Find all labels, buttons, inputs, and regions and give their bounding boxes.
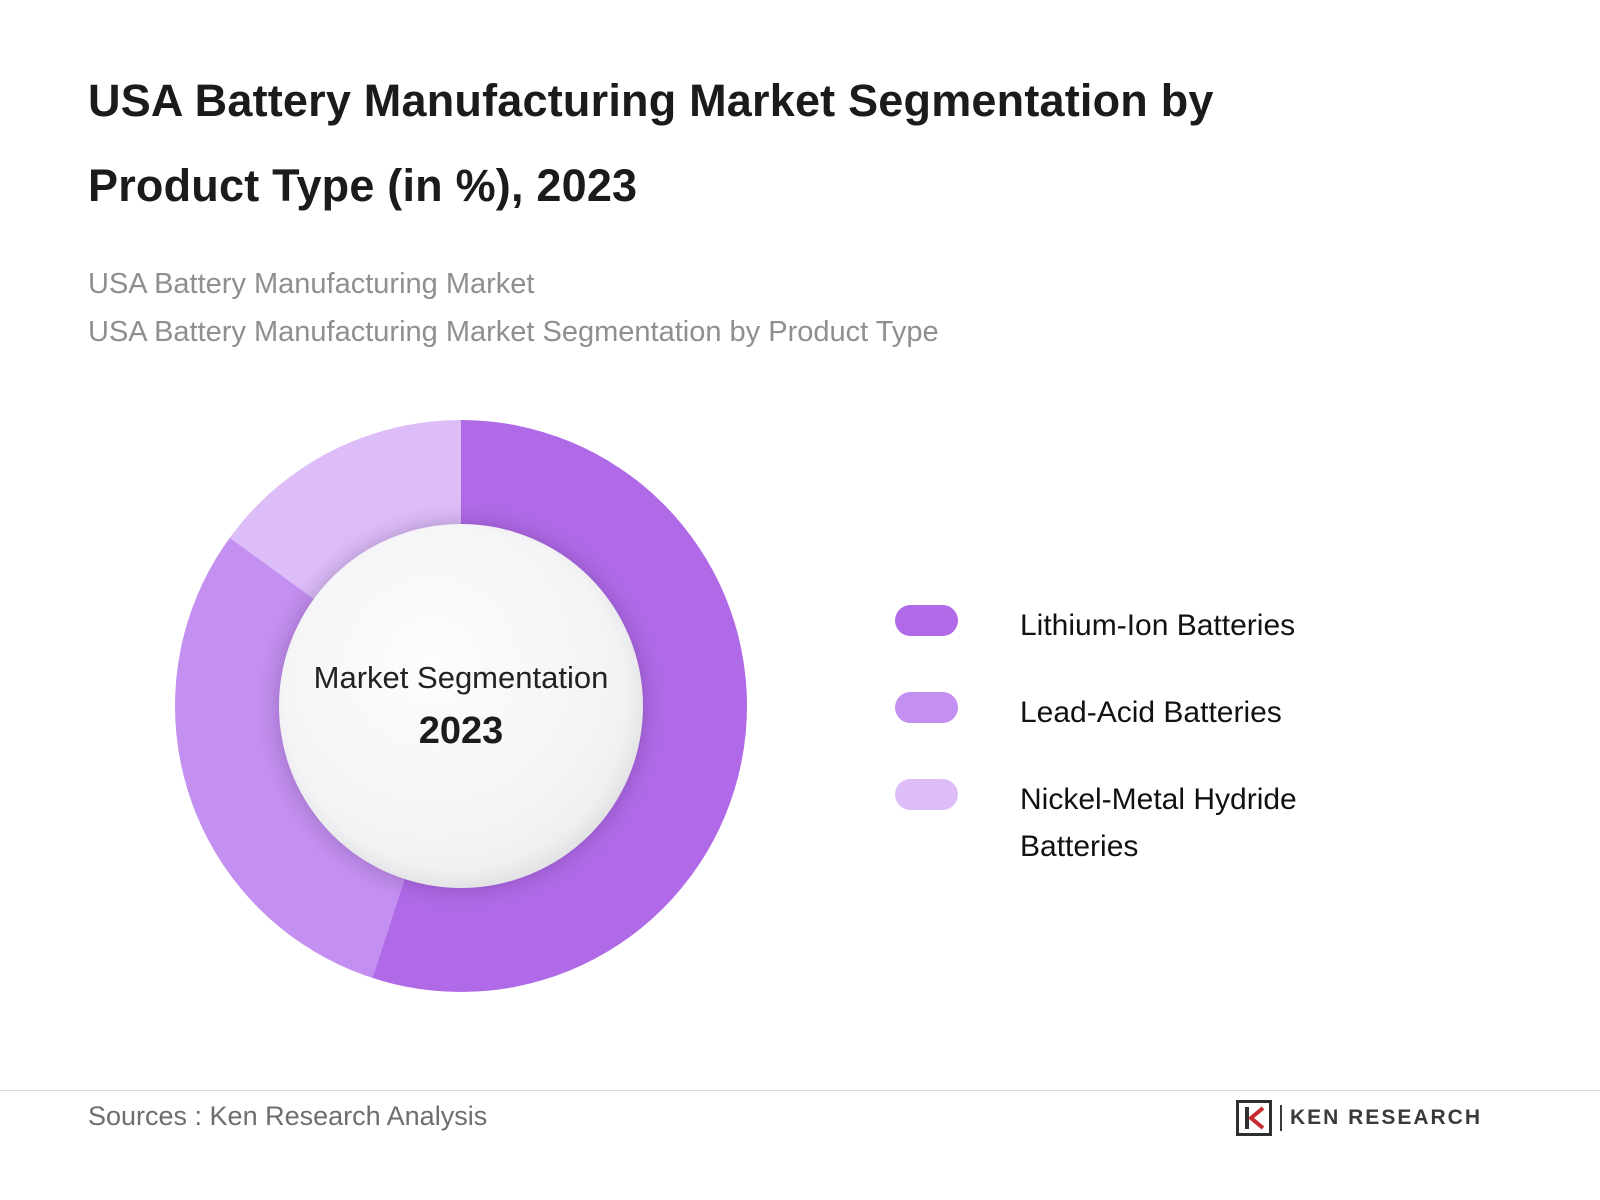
donut-center-year: 2023 <box>418 709 504 752</box>
legend-item-nickel-metal-hydride: Nickel-Metal Hydride Batteries <box>895 776 1350 870</box>
donut-chart: Market Segmentation 2023 <box>175 420 747 992</box>
header: USA Battery Manufacturing Market Segment… <box>88 58 1508 356</box>
footer-divider <box>0 1090 1600 1091</box>
legend-item-lithium-ion: Lithium-Ion Batteries <box>895 602 1350 649</box>
brand-separator <box>1279 1105 1282 1131</box>
legend-label-nickel-metal-hydride: Nickel-Metal Hydride Batteries <box>1020 783 1297 863</box>
brand-logo: KEN RESEARCH <box>1235 1100 1482 1136</box>
page-title: USA Battery Manufacturing Market Segment… <box>88 58 1508 228</box>
legend-label-lead-acid: Lead-Acid Batteries <box>1020 696 1282 729</box>
source-text: Sources : Ken Research Analysis <box>88 1101 488 1131</box>
legend-swatch-lead-acid <box>895 692 958 723</box>
legend-label-lithium-ion: Lithium-Ion Batteries <box>1020 609 1296 642</box>
legend-swatch-lithium-ion <box>895 605 958 636</box>
brand-text: KEN RESEARCH <box>1289 1106 1482 1129</box>
subtitle-block: USA Battery Manufacturing Market USA Bat… <box>88 260 1508 356</box>
ken-research-k-icon <box>1235 1100 1272 1136</box>
donut-center-disc: Market Segmentation 2023 <box>279 524 643 888</box>
page-title-line-1: USA Battery Manufacturing Market Segment… <box>88 75 1214 126</box>
page-title-line-2: Product Type (in %), 2023 <box>88 160 638 211</box>
legend: Lithium-Ion Batteries Lead-Acid Batterie… <box>895 602 1350 910</box>
donut-center-label: Market Segmentation <box>313 659 609 695</box>
subtitle-line-1: USA Battery Manufacturing Market <box>88 268 535 300</box>
legend-item-lead-acid: Lead-Acid Batteries <box>895 689 1350 736</box>
subtitle-line-2: USA Battery Manufacturing Market Segment… <box>88 316 939 348</box>
legend-swatch-nickel-metal-hydride <box>895 779 958 810</box>
